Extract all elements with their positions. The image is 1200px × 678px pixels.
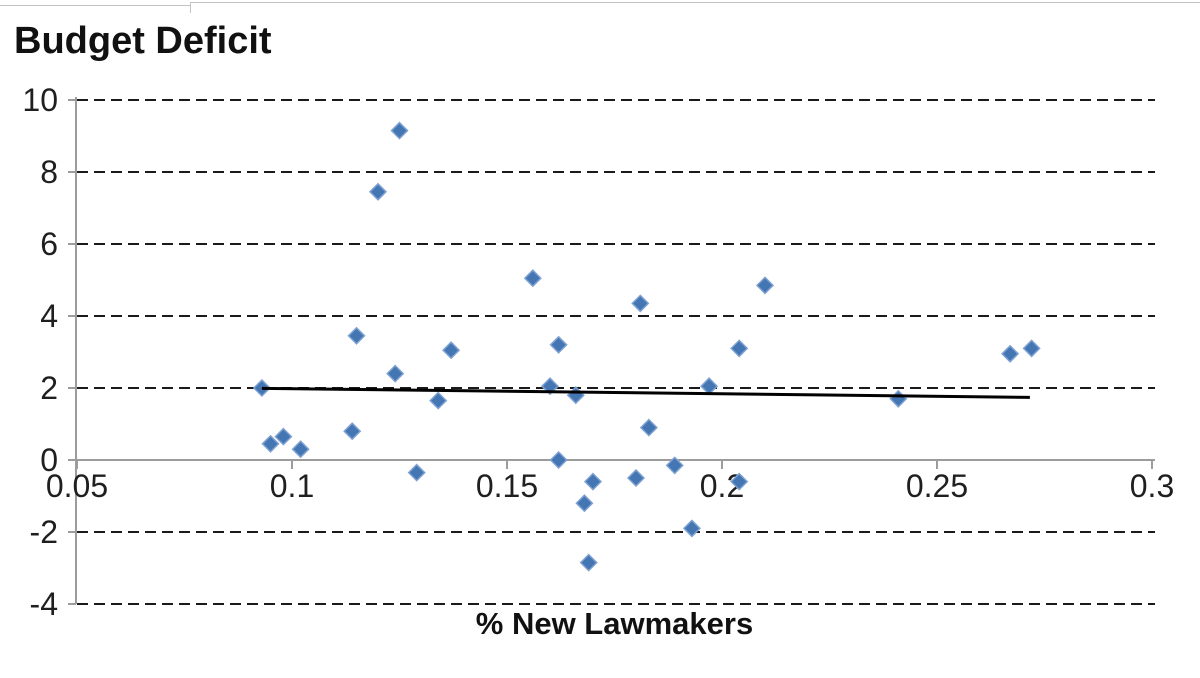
data-point [252, 378, 271, 398]
y-tick-label: 2 [40, 370, 58, 406]
data-point [889, 389, 908, 408]
data-point [575, 494, 594, 513]
data-point [1022, 339, 1041, 358]
data-point [665, 456, 684, 475]
data-point [755, 276, 775, 295]
data-point [700, 377, 719, 396]
x-axis-label: % New Lawmakers [475, 606, 754, 641]
data-point [626, 468, 646, 488]
chart-title: Budget Deficit [14, 20, 272, 62]
x-tick-label: 0.15 [476, 468, 538, 504]
y-tick-label: -4 [30, 586, 58, 622]
y-tick-label: 10 [22, 82, 58, 118]
data-point [442, 341, 461, 360]
data-point [347, 326, 366, 345]
x-tick-label: 0.05 [46, 468, 108, 504]
data-point [631, 294, 650, 313]
data-point [523, 269, 542, 288]
data-point [579, 553, 598, 572]
crop-artifact-line [0, 5, 190, 6]
y-tick-label: 6 [40, 226, 58, 262]
data-point [639, 418, 658, 437]
data-point [343, 422, 362, 441]
data-point [390, 121, 409, 140]
y-tick-label: 8 [40, 154, 58, 190]
y-tick-label: 0 [40, 442, 58, 478]
trend-line [261, 386, 1030, 399]
crop-artifact-line [190, 2, 1200, 3]
data-point [1001, 344, 1020, 363]
data-point [730, 472, 749, 491]
data-point [429, 391, 448, 410]
x-tick-label: 0.1 [270, 468, 314, 504]
crop-artifact-notch [190, 2, 191, 13]
data-point [386, 364, 405, 383]
data-point [549, 335, 568, 354]
data-point [368, 182, 388, 201]
data-point [583, 472, 603, 491]
data-point [549, 450, 568, 470]
data-point [566, 386, 585, 405]
data-point [682, 519, 701, 538]
data-point [291, 440, 310, 459]
x-tick-label: 0.25 [906, 468, 968, 504]
y-tick-label: 4 [40, 298, 58, 334]
y-tick-label: -2 [30, 514, 58, 550]
data-point [730, 339, 749, 358]
data-point [261, 434, 280, 453]
x-tick-label: 0.3 [1130, 468, 1174, 504]
data-point [274, 427, 293, 446]
data-point [407, 463, 426, 482]
